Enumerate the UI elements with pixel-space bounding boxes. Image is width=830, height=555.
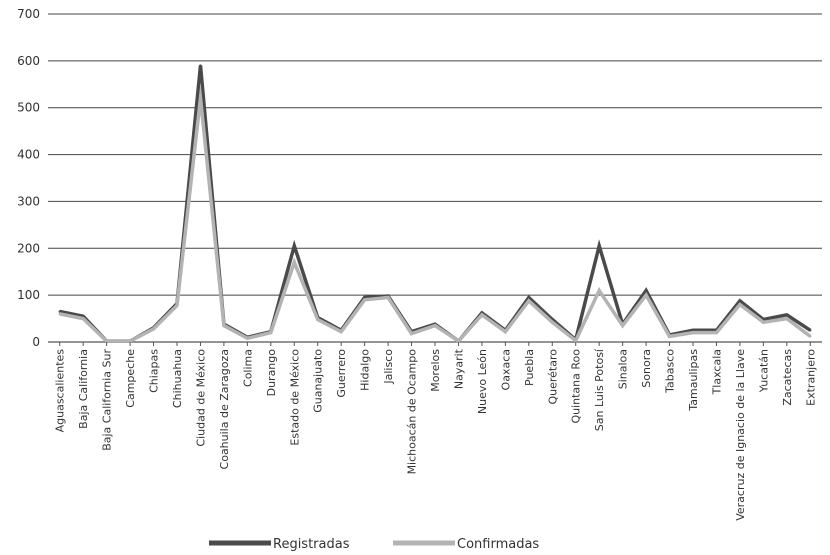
- x-tick-label: Guanajuato: [312, 349, 325, 413]
- x-tick-label: Campeche: [124, 349, 137, 408]
- x-tick-label: Puebla: [523, 349, 536, 386]
- x-tick-label: Baja California Sur: [101, 349, 114, 451]
- data-point-confirmadas: [597, 289, 601, 292]
- legend-label-confirmadas: Confirmadas: [457, 537, 539, 552]
- gridlines: [48, 13, 822, 343]
- data-point-confirmadas: [199, 97, 202, 100]
- legend: Registradas Confirmadas: [209, 537, 539, 552]
- data-point-confirmadas: [386, 296, 390, 299]
- x-tick-label: Tabasco: [664, 349, 677, 394]
- y-tick-label: 100: [17, 288, 40, 302]
- data-point-confirmadas: [339, 330, 343, 333]
- data-point-confirmadas: [81, 317, 85, 320]
- x-axis-ticks: Aguascalientes Baja California Baja Califo…: [54, 342, 817, 521]
- data-point-confirmadas: [433, 324, 437, 327]
- x-tick-label: Nayarit: [452, 348, 465, 389]
- data-point-confirmadas: [222, 324, 226, 327]
- x-tick-label: Guerrero: [335, 349, 348, 398]
- data-point-confirmadas: [527, 299, 531, 302]
- data-point-confirmadas: [621, 324, 624, 327]
- data-point-confirmadas: [551, 321, 554, 324]
- data-point-registradas: [199, 64, 202, 67]
- y-tick-label: 500: [17, 101, 40, 115]
- data-point-confirmadas: [504, 330, 507, 333]
- data-point-registradas: [809, 329, 812, 332]
- x-tick-label: Aguascalientes: [54, 349, 67, 433]
- x-tick-label: Chiapas: [148, 349, 161, 393]
- data-point-registradas: [738, 299, 742, 302]
- y-tick-label: 300: [17, 194, 40, 208]
- data-point-registradas: [293, 244, 296, 248]
- data-point-confirmadas: [363, 298, 366, 302]
- y-axis-ticks: 0 100 200 300 400 500 600 700: [17, 7, 40, 349]
- y-tick-label: 600: [17, 54, 40, 68]
- x-tick-label: Morelos: [429, 349, 442, 392]
- data-point-confirmadas: [691, 331, 695, 334]
- data-point-registradas: [597, 244, 601, 248]
- y-tick-label: 700: [17, 7, 40, 21]
- series-line-registradas: [59, 65, 812, 344]
- series-line-confirmadas: [59, 82, 812, 344]
- data-point-confirmadas: [128, 339, 132, 343]
- data-point-confirmadas: [246, 337, 249, 340]
- x-tick-label: Zacatecas: [781, 349, 794, 406]
- series-layer: [58, 64, 812, 344]
- data-point-confirmadas: [457, 339, 460, 343]
- data-point-confirmadas: [738, 303, 742, 306]
- x-tick-label: Sinaloa: [617, 349, 630, 389]
- x-tick-label: Veracruz de Ignacio de la Llave: [734, 349, 747, 521]
- data-point-confirmadas: [785, 317, 789, 320]
- data-point-confirmadas: [316, 318, 319, 321]
- data-point-registradas: [527, 296, 531, 299]
- data-point-confirmadas: [293, 261, 296, 264]
- legend-label-registradas: Registradas: [273, 537, 350, 552]
- data-point-registradas: [644, 289, 648, 292]
- data-point-registradas: [58, 310, 61, 313]
- data-point-confirmadas: [175, 304, 179, 307]
- x-tick-label: Hidalgo: [359, 349, 372, 391]
- x-tick-label: Estado de México: [288, 349, 301, 446]
- data-point-confirmadas: [152, 327, 155, 331]
- data-point-confirmadas: [410, 332, 413, 335]
- y-tick-label: 200: [17, 241, 40, 255]
- data-point-confirmadas: [105, 339, 108, 343]
- x-tick-label: Querétaro: [546, 349, 559, 405]
- data-point-confirmadas: [269, 331, 273, 334]
- x-tick-label: Oaxaca: [499, 349, 512, 390]
- data-point-confirmadas: [644, 293, 648, 297]
- x-tick-label: Jalisco: [382, 349, 395, 385]
- data-point-confirmadas: [762, 321, 765, 324]
- x-tick-label: Durango: [265, 349, 278, 397]
- x-tick-label: Sonora: [640, 349, 653, 388]
- x-tick-label: Coahuila de Zaragoza: [218, 349, 231, 469]
- x-tick-label: Chihuahua: [171, 349, 184, 408]
- data-point-confirmadas: [480, 313, 484, 317]
- y-tick-label: 400: [17, 148, 40, 162]
- x-tick-label: Baja California: [77, 349, 90, 429]
- x-tick-label: Colima: [241, 349, 254, 387]
- x-tick-label: San Luis Potosí: [593, 348, 606, 431]
- x-tick-label: Michoacán de Ocampo: [406, 349, 419, 475]
- x-tick-label: Extranjero: [804, 349, 817, 406]
- y-tick-label: 0: [32, 335, 40, 349]
- data-point-confirmadas: [58, 312, 61, 316]
- data-point-confirmadas: [574, 339, 577, 342]
- x-tick-label: Tlaxcala: [710, 349, 723, 395]
- x-tick-label: Yucatán: [757, 349, 770, 393]
- x-tick-label: Ciudad de México: [194, 349, 207, 447]
- x-tick-label: Tamaulipas: [687, 349, 700, 412]
- data-point-confirmadas: [809, 335, 812, 338]
- data-point-registradas: [785, 313, 789, 317]
- x-tick-label: Nuevo León: [476, 349, 489, 414]
- data-point-confirmadas: [715, 331, 718, 334]
- x-tick-label: Quintana Roo: [570, 349, 583, 424]
- data-point-confirmadas: [668, 335, 671, 338]
